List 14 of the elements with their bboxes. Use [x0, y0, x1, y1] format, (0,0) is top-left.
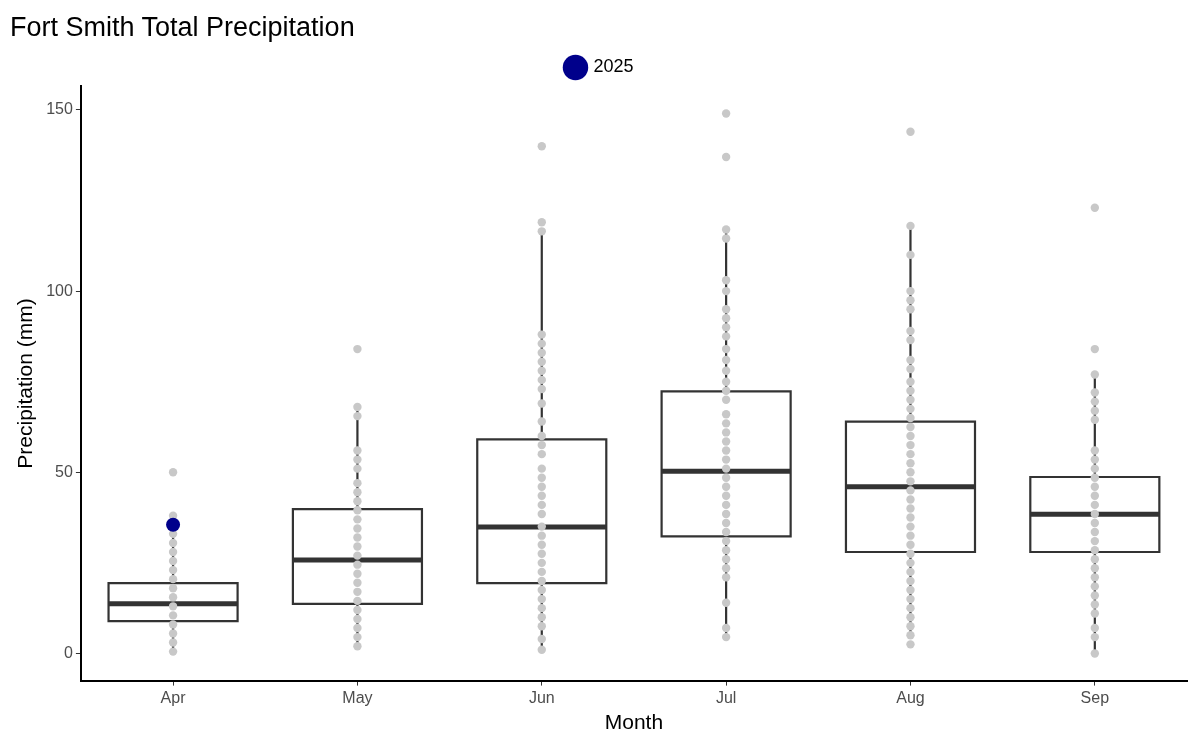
x-tick-label: May — [342, 688, 373, 706]
x-axis-title: Month — [604, 710, 664, 734]
chart-title: Fort Smith Total Precipitation — [10, 11, 355, 42]
y-tick-label: 0 — [63, 643, 73, 661]
x-tick-label: Jun — [528, 688, 555, 706]
x-tick-label: Jul — [715, 688, 737, 706]
legend-label: 2025 — [593, 56, 634, 77]
y-tick-label: 150 — [46, 100, 73, 118]
y-tick-label: 100 — [46, 281, 73, 299]
y-tick-label: 50 — [55, 462, 73, 480]
x-tick-label: Aug — [896, 688, 925, 706]
x-tick-label: Apr — [160, 688, 187, 706]
y-axis-title: Precipitation (mm) — [13, 298, 37, 469]
x-tick-label: Sep — [1080, 688, 1110, 706]
